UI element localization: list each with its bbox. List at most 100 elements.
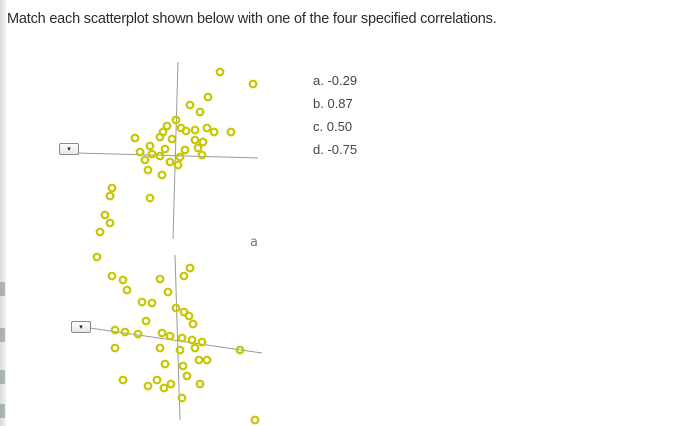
- scatter-point: [162, 121, 172, 131]
- scatter-point: [190, 125, 200, 135]
- scatter-point: [184, 311, 194, 321]
- scatter-point: [181, 126, 191, 136]
- correlation-select-1[interactable]: ▾: [59, 143, 79, 155]
- scatter-point: [135, 147, 145, 157]
- scatter-point: [105, 218, 115, 228]
- scatter-point: [203, 92, 213, 102]
- scatter-point: [147, 149, 157, 159]
- scatter-point: [140, 155, 150, 165]
- scatter-point: [157, 170, 167, 180]
- edge-tab: [0, 328, 5, 342]
- scatter-point: [209, 127, 219, 137]
- scatter-point: [182, 371, 192, 381]
- edge-tab: [0, 282, 5, 296]
- scatter-point: [175, 345, 185, 355]
- correlation-select-2[interactable]: ▾: [71, 321, 91, 333]
- scatter-point: [118, 375, 128, 385]
- scatter-point: [202, 355, 212, 365]
- scatter-point: [190, 343, 200, 353]
- scatter-point: [145, 141, 155, 151]
- option-d: d. -0.75: [313, 142, 358, 157]
- scatter-point: [235, 345, 245, 355]
- scatter-point: [155, 151, 165, 161]
- plot-label: a: [250, 235, 258, 250]
- scatter-point: [143, 381, 153, 391]
- scatter-point: [155, 343, 165, 353]
- scatter-point: [152, 375, 162, 385]
- scatter-point: [194, 355, 204, 365]
- window-edge: [0, 0, 6, 426]
- scatter-point: [100, 210, 110, 220]
- scatter-point: [107, 271, 117, 281]
- scatter-point: [105, 191, 115, 201]
- scatter-point: [202, 123, 212, 133]
- scatter-point: [185, 100, 195, 110]
- scatter-point: [107, 183, 117, 193]
- scatter-point: [160, 359, 170, 369]
- chevron-down-icon: ▾: [79, 323, 83, 331]
- scatterplot-2: a: [89, 235, 263, 425]
- scatter-point: [175, 152, 185, 162]
- scatter-point: [190, 135, 200, 145]
- scatter-point: [215, 67, 225, 77]
- y-axis: [172, 61, 179, 240]
- scatter-point: [195, 107, 205, 117]
- scatter-point: [165, 331, 175, 341]
- x-axis: [75, 152, 259, 159]
- option-a: a. -0.29: [313, 73, 358, 88]
- chevron-down-icon: ▾: [67, 145, 71, 153]
- question-text: Match each scatterplot shown below with …: [7, 11, 497, 27]
- edge-tab: [0, 404, 5, 418]
- scatter-point: [185, 263, 195, 273]
- scatter-point: [120, 327, 130, 337]
- scatter-point: [163, 287, 173, 297]
- scatter-point: [92, 252, 102, 262]
- scatter-point: [167, 134, 177, 144]
- scatter-point: [171, 115, 181, 125]
- scatter-point: [143, 165, 153, 175]
- scatter-point: [122, 285, 132, 295]
- scatter-point: [165, 157, 175, 167]
- scatter-point: [177, 333, 187, 343]
- scatter-point: [173, 160, 183, 170]
- scatter-point: [155, 274, 165, 284]
- scatter-point: [118, 275, 128, 285]
- edge-tab: [0, 370, 5, 384]
- scatter-point: [133, 329, 143, 339]
- scatter-point: [147, 298, 157, 308]
- scatter-point: [193, 143, 203, 153]
- scatter-point: [141, 316, 151, 326]
- scatter-point: [179, 271, 189, 281]
- scatter-point: [180, 145, 190, 155]
- y-axis: [174, 254, 181, 421]
- scatter-point: [157, 328, 167, 338]
- scatter-point: [110, 343, 120, 353]
- scatter-point: [155, 132, 165, 142]
- scatter-point: [95, 227, 105, 237]
- scatter-point: [130, 133, 140, 143]
- scatter-point: [171, 303, 181, 313]
- option-c: c. 0.50: [313, 119, 353, 134]
- scatter-point: [145, 193, 155, 203]
- scatterplot-1: [75, 61, 259, 262]
- scatter-point: [177, 393, 187, 403]
- scatter-point: [195, 379, 205, 389]
- scatter-point: [197, 150, 207, 160]
- scatter-point: [159, 383, 169, 393]
- scatter-point: [250, 415, 260, 425]
- scatter-point: [248, 79, 258, 89]
- scatter-point: [226, 127, 236, 137]
- option-b: b. 0.87: [313, 96, 353, 111]
- correlation-options: a. -0.29 b. 0.87 c. 0.50 d. -0.75: [313, 72, 357, 164]
- scatter-point: [198, 137, 208, 147]
- scatter-point: [178, 361, 188, 371]
- scatter-point: [160, 144, 170, 154]
- scatter-point: [137, 297, 147, 307]
- scatter-point: [188, 319, 198, 329]
- scatter-point: [110, 325, 120, 335]
- scatter-point: [197, 337, 207, 347]
- scatter-point: [187, 335, 197, 345]
- scatter-point: [166, 379, 176, 389]
